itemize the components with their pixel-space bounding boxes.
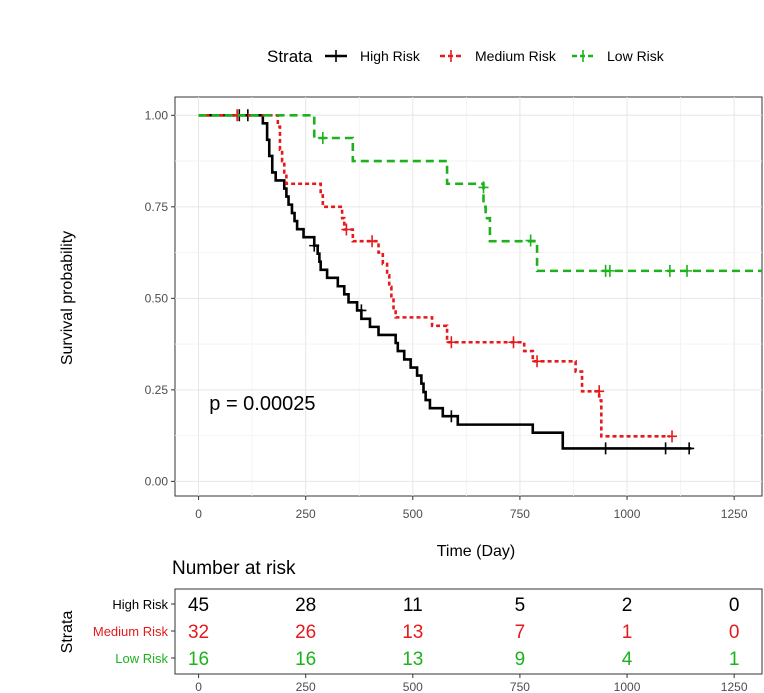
- censor-mark: [341, 223, 352, 236]
- risk-count: 1: [729, 649, 740, 670]
- legend-entry-label: Low Risk: [607, 48, 665, 64]
- censor-mark: [356, 304, 367, 317]
- risk-count: 16: [295, 649, 316, 670]
- risk-row-label: High Risk: [112, 597, 168, 612]
- risk-count: 1: [622, 622, 633, 643]
- y-axis-label: Survival probability: [59, 231, 76, 365]
- risk-row-label: Medium Risk: [93, 624, 169, 639]
- censor-mark: [594, 385, 605, 398]
- risk-table-y-label: Strata: [59, 611, 76, 654]
- y-tick-label: 0.50: [145, 291, 169, 305]
- table-x-tick-label: 1250: [721, 680, 748, 693]
- x-tick-label: 500: [403, 507, 423, 521]
- risk-row-label: Low Risk: [115, 651, 168, 666]
- legend-title: Strata: [267, 47, 313, 66]
- risk-table-title: Number at risk: [172, 558, 296, 579]
- legend: Strata High Risk Medium Risk Low Risk: [267, 47, 665, 66]
- censor-mark: [682, 264, 693, 277]
- risk-count: 13: [402, 649, 423, 670]
- legend-entry-label: High Risk: [360, 48, 421, 64]
- legend-entry-label: Medium Risk: [475, 48, 557, 64]
- censor-mark: [478, 181, 489, 194]
- censor-mark: [532, 355, 543, 368]
- censor-mark: [446, 336, 457, 349]
- risk-count: 11: [403, 595, 423, 616]
- risk-count: 26: [295, 622, 316, 643]
- censor-mark: [508, 336, 519, 349]
- risk-count: 5: [515, 595, 526, 616]
- risk-count: 0: [729, 595, 740, 616]
- censor-mark: [309, 239, 320, 252]
- y-tick-label: 1.00: [145, 108, 169, 122]
- y-tick-label: 0.25: [145, 383, 169, 397]
- risk-table: Number at risk High Risk 45 28 11 5 2 0Medium …: [59, 558, 763, 693]
- risk-count: 45: [188, 595, 209, 616]
- survival-plot: p = 0.00025 0.00 0.25 0.50 0.75 1.00 0 250 500…: [59, 96, 763, 560]
- censor-mark: [684, 442, 695, 455]
- x-axis-label: Time (Day): [437, 543, 516, 560]
- table-x-tick-label: 1000: [614, 680, 641, 693]
- x-tick-label: 1250: [721, 507, 748, 521]
- risk-count: 4: [622, 649, 633, 670]
- censor-mark: [604, 264, 615, 277]
- x-tick-label: 1000: [614, 507, 641, 521]
- risk-count: 28: [295, 595, 316, 616]
- risk-table-panel: [174, 588, 763, 675]
- table-x-tick-label: 750: [510, 680, 530, 693]
- series-line-low-risk: [198, 114, 762, 273]
- censor-mark: [600, 442, 611, 455]
- series-line-medium-risk: [198, 114, 670, 438]
- censor-mark: [664, 264, 675, 277]
- x-tick-label: 0: [195, 507, 202, 521]
- y-tick-label: 0.75: [145, 200, 169, 214]
- censor-mark: [667, 430, 678, 443]
- censor-mark: [525, 234, 536, 247]
- table-x-tick-label: 500: [403, 680, 423, 693]
- x-tick-label: 750: [510, 507, 530, 521]
- table-x-tick-label: 250: [296, 680, 316, 693]
- censor-mark: [317, 131, 328, 144]
- censor-mark: [660, 442, 671, 455]
- risk-count: 16: [188, 649, 209, 670]
- risk-count: 2: [622, 595, 633, 616]
- censor-mark: [367, 235, 378, 248]
- risk-count: 0: [729, 622, 740, 643]
- risk-count: 9: [515, 649, 526, 670]
- risk-count: 7: [515, 622, 526, 643]
- y-tick-label: 0.00: [145, 474, 169, 488]
- series-line-high-risk: [198, 114, 692, 450]
- risk-count: 13: [402, 622, 423, 643]
- p-value-annotation: p = 0.00025: [209, 393, 315, 415]
- table-x-tick-label: 0: [195, 680, 202, 693]
- censor-mark: [446, 410, 457, 423]
- x-tick-label: 250: [296, 507, 316, 521]
- risk-count: 32: [188, 622, 209, 643]
